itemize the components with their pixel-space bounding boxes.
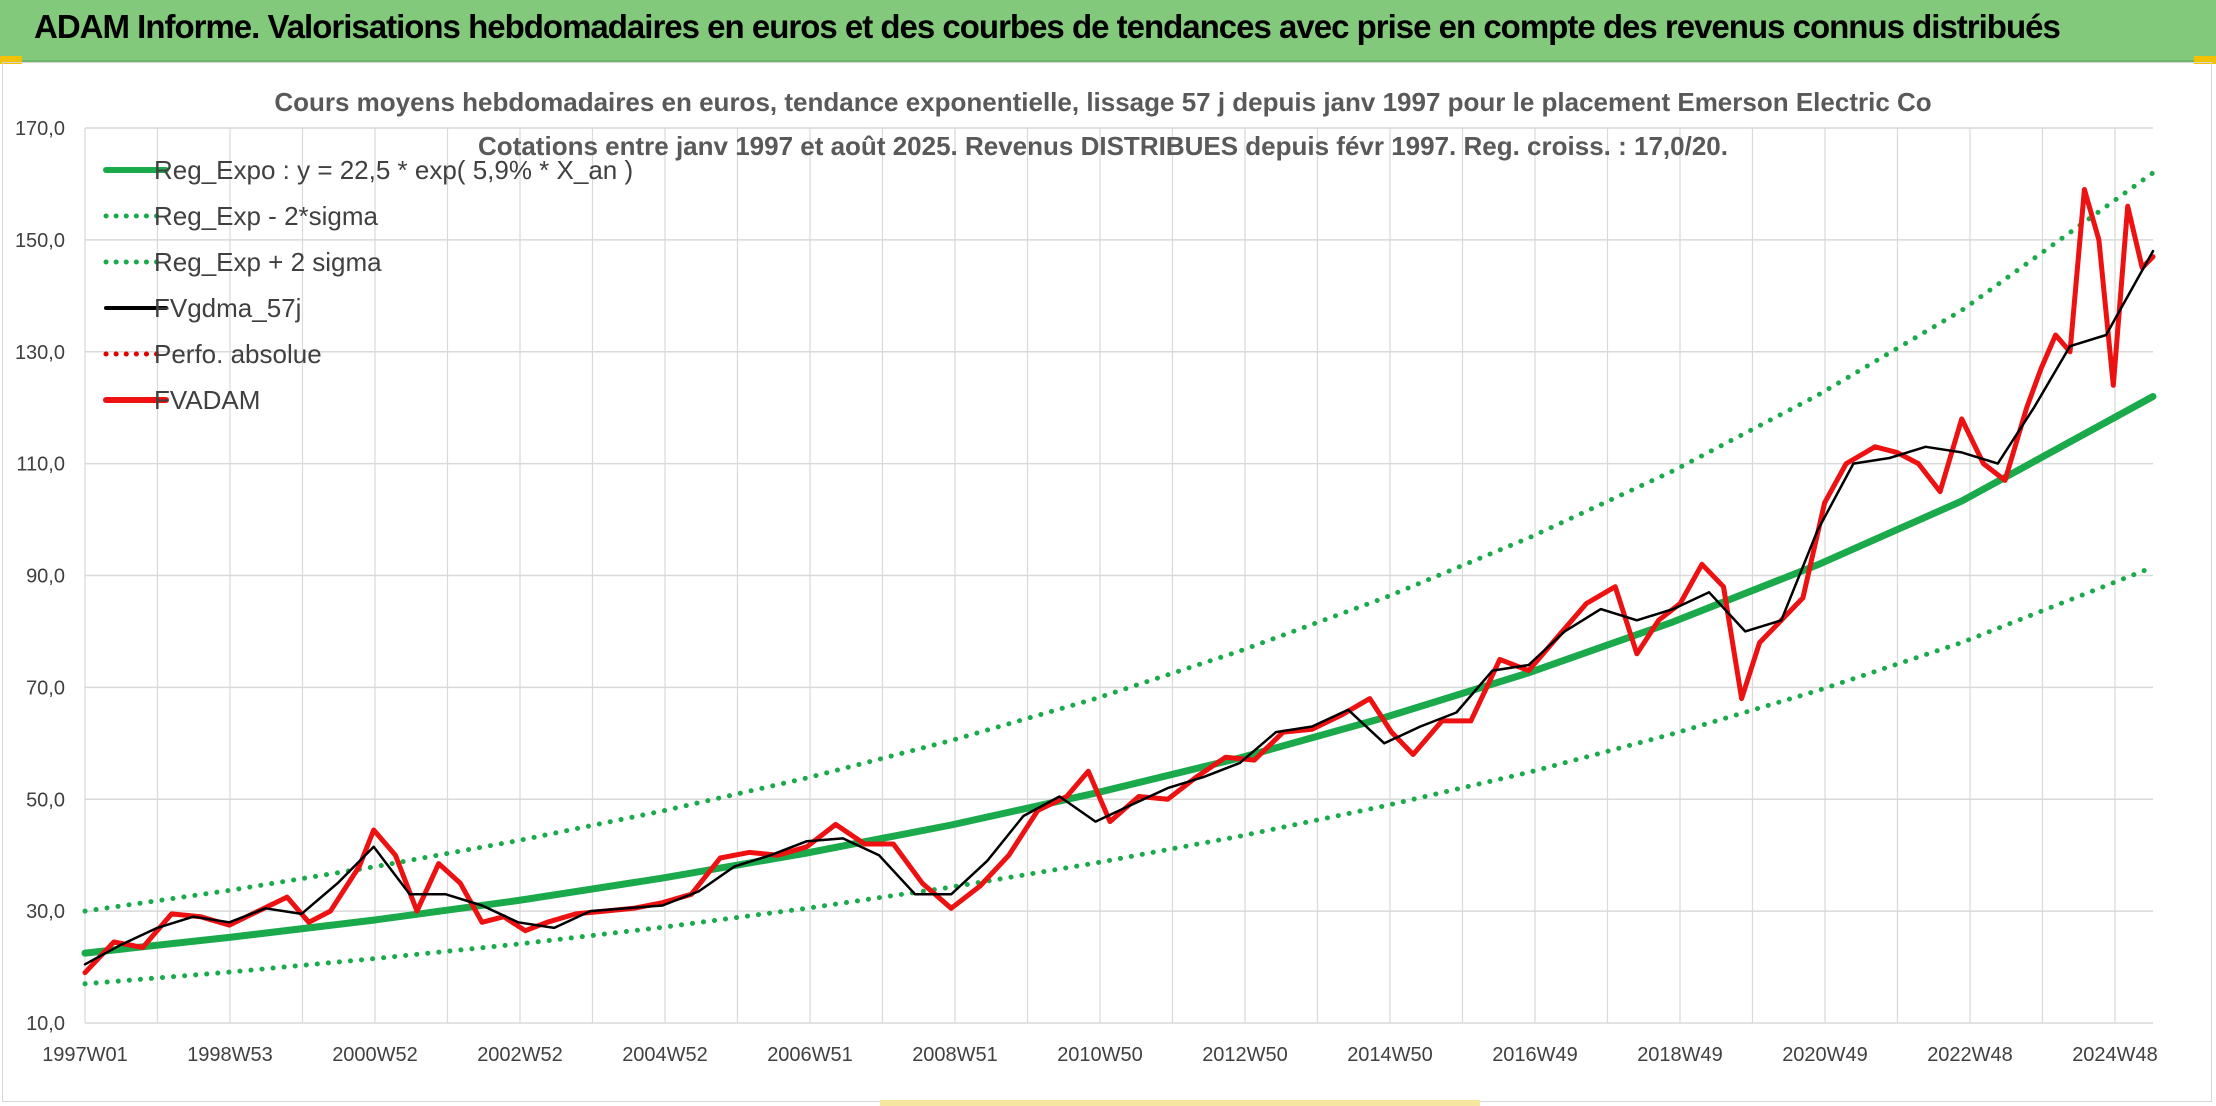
y-tick-label: 130,0: [15, 342, 65, 364]
legend-label: Perfo. absolue: [154, 339, 322, 369]
series-line-reg-exp-minus-2sigma: [82, 564, 2156, 987]
x-tick-label: 2000W52: [332, 1044, 418, 1066]
y-tick-label: 70,0: [26, 677, 65, 699]
chart-legend: Reg_Expo : y = 22,5 * exp( 5,9% * X_an )…: [103, 155, 633, 415]
series-line-reg-expo: [81, 393, 2157, 957]
x-tick-label: 2004W52: [622, 1044, 708, 1066]
legend-label: Reg_Exp - 2*sigma: [154, 201, 379, 231]
y-tick-label: 50,0: [26, 789, 65, 811]
x-tick-label: 2014W50: [1347, 1044, 1433, 1066]
y-tick-label: 150,0: [15, 230, 65, 252]
chart-frame: Cours moyens hebdomadaires en euros, ten…: [2, 62, 2212, 1102]
x-tick-label: 2006W51: [767, 1044, 853, 1066]
legend-label: Reg_Exp + 2 sigma: [154, 247, 382, 277]
legend-label: Reg_Expo : y = 22,5 * exp( 5,9% * X_an ): [154, 155, 633, 185]
x-tick-label: 1997W01: [42, 1044, 128, 1066]
y-tick-label: 10,0: [26, 1013, 65, 1035]
report-header-bar: ADAM Informe. Valorisations hebdomadaire…: [0, 0, 2216, 62]
x-tick-label: 2010W50: [1057, 1044, 1143, 1066]
x-tick-label: 2008W51: [912, 1044, 998, 1066]
x-tick-label: 2002W52: [477, 1044, 563, 1066]
grid-layer: [84, 127, 2153, 1024]
x-tick-label: 1998W53: [187, 1044, 273, 1066]
series-layer: [81, 170, 2157, 987]
series-line-fvadam: [82, 187, 2156, 976]
x-tick-label: 2018W49: [1637, 1044, 1723, 1066]
y-tick-label: 170,0: [15, 118, 65, 140]
y-tick-label: 110,0: [16, 454, 65, 476]
bottom-strip: [880, 1100, 1480, 1106]
x-tick-label: 2016W49: [1492, 1044, 1578, 1066]
axis-labels: 10,0 30,0 50,0 70,0 90,0 110,0 130,0 150,0 170,0…: [15, 118, 2158, 1066]
line-chart: Cours moyens hebdomadaires en euros, ten…: [15, 87, 2158, 1066]
x-tick-label: 2020W49: [1782, 1044, 1868, 1066]
series-line-reg-exp-plus-2sigma: [82, 170, 2156, 914]
series-line-fvgdma-57j: [83, 249, 2155, 966]
y-tick-label: 90,0: [26, 566, 65, 588]
chart-subtitle: Cotations entre janv 1997 et août 2025. …: [478, 131, 1728, 161]
report-title: ADAM Informe. Valorisations hebdomadaire…: [34, 8, 2061, 45]
legend-label: FVgdma_57j: [154, 293, 301, 323]
x-tick-label: 2012W50: [1202, 1044, 1288, 1066]
legend-label: FVADAM: [154, 385, 260, 415]
corner-marker-left: [0, 56, 22, 64]
x-tick-label: 2024W48: [2072, 1044, 2158, 1066]
chart-title: Cours moyens hebdomadaires en euros, ten…: [274, 87, 1931, 117]
x-tick-label: 2022W48: [1927, 1044, 2013, 1066]
y-tick-label: 30,0: [26, 901, 65, 923]
corner-marker-right: [2194, 56, 2216, 64]
